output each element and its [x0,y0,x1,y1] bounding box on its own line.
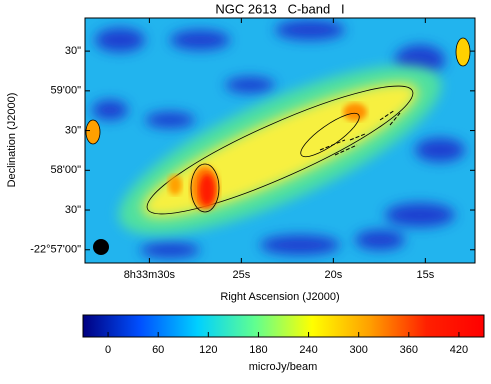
colorbar-tick-label: 360 [400,344,418,356]
y-tick-label: 30" [65,204,81,216]
chart-title: NGC 2613 C-band I [215,1,344,16]
x-axis-label: Right Ascension (J2000) [220,291,339,303]
y-tick-label: 58'00" [51,164,82,176]
y-tick-label: -22°57'00" [30,244,81,256]
colorbar-label: microJy/beam [249,361,317,373]
x-tick-label: 20s [324,269,342,281]
colorbar-tick-label: 0 [105,344,111,356]
colorbar-tick-label: 240 [299,344,317,356]
x-tick-label: 15s [416,269,434,281]
colorbar-tick-label: 420 [450,344,468,356]
y-tick-label: 30" [65,124,81,136]
colorbar-tick-label: 300 [350,344,368,356]
colorbar-tick-label: 60 [152,344,164,356]
y-tick-label: 59'00" [51,85,82,97]
radio-image [85,18,475,263]
plot-frame [84,17,476,264]
x-tick-label: 25s [232,269,250,281]
x-tick-label: 8h33m30s [124,269,176,281]
colorbar [82,314,485,338]
y-axis-label: Declination (J2000) [6,93,18,188]
colorbar-tick-label: 180 [249,344,267,356]
colorbar-tick-label: 120 [199,344,217,356]
y-tick-label: 30" [65,45,81,57]
